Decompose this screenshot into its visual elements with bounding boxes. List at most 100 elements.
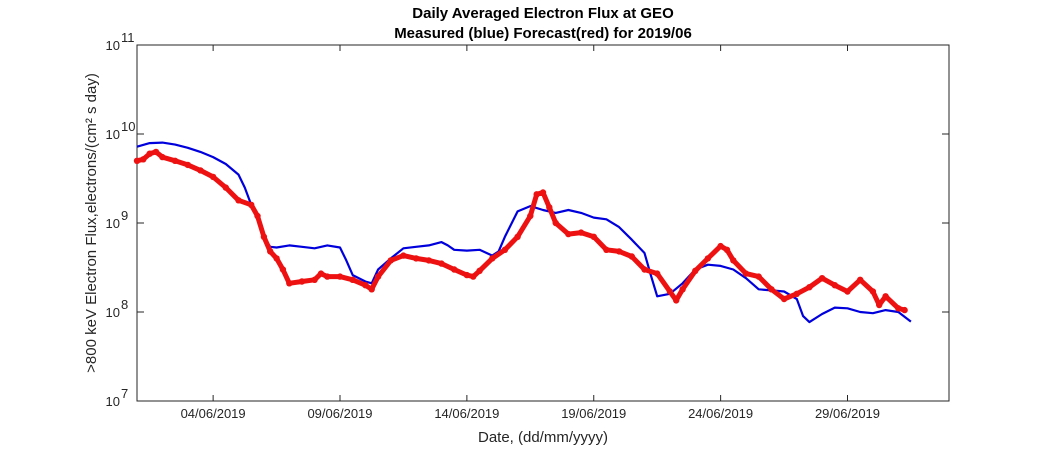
forecast-point <box>666 288 674 295</box>
x-axis-label: Date, (dd/mm/yyyy) <box>478 429 608 446</box>
forecast-point <box>717 242 724 250</box>
forecast-point <box>425 257 432 264</box>
forecast-point <box>641 266 648 273</box>
y-tick-exponent: 9 <box>121 208 128 223</box>
forecast-point <box>546 204 553 211</box>
forecast-point <box>374 273 382 280</box>
forecast-point <box>615 248 623 255</box>
x-tick-label: 24/06/2019 <box>688 406 753 421</box>
chart-title: Daily Averaged Electron Flux at GEO <box>412 5 674 22</box>
y-tick-base: 10 <box>106 38 120 53</box>
forecast-point <box>793 290 800 297</box>
forecast-point <box>539 189 547 196</box>
forecast-point <box>140 156 147 163</box>
chart-subtitle: Measured (blue) Forecast(red) for 2019/0… <box>394 25 692 42</box>
forecast-point <box>171 157 179 164</box>
forecast-point <box>577 229 585 236</box>
forecast-point <box>222 184 229 191</box>
forecast-point <box>901 306 908 314</box>
forecast-point <box>184 161 191 169</box>
x-tick-label: 14/06/2019 <box>434 406 499 421</box>
forecast-point <box>254 212 261 220</box>
forecast-point <box>628 253 635 260</box>
forecast-point <box>501 246 509 253</box>
forecast-point <box>159 153 166 161</box>
forecast-point <box>476 267 483 274</box>
y-tick-exponent: 10 <box>121 119 135 134</box>
forecast-point <box>533 191 540 198</box>
forecast-point <box>412 255 420 262</box>
forecast-point <box>362 282 369 289</box>
forecast-point <box>209 173 217 181</box>
x-axis: 04/06/2019 09/06/2019 14/06/2019 19/06/2019… <box>181 45 880 421</box>
forecast-point <box>146 150 153 157</box>
forecast-point <box>489 255 496 262</box>
forecast-point <box>527 212 534 220</box>
x-tick-label: 19/06/2019 <box>561 406 626 421</box>
x-tick-label: 04/06/2019 <box>181 406 246 421</box>
forecast-point <box>438 260 445 267</box>
forecast-point <box>895 305 902 312</box>
forecast-point <box>349 276 356 283</box>
forecast-point <box>133 157 141 164</box>
forecast-point <box>882 293 889 300</box>
forecast-point <box>780 295 788 303</box>
y-tick-base: 10 <box>106 394 120 409</box>
forecast-point <box>723 246 731 253</box>
y-tick-base: 10 <box>106 216 120 231</box>
forecast-line <box>134 149 908 313</box>
x-tick-label: 29/06/2019 <box>815 406 880 421</box>
forecast-point <box>317 270 325 277</box>
x-tick-label: 09/06/2019 <box>307 406 372 421</box>
forecast-point <box>324 273 331 280</box>
forecast-point <box>679 286 686 293</box>
forecast-point <box>818 275 826 282</box>
forecast-point <box>260 233 268 240</box>
forecast-point <box>768 286 775 293</box>
y-tick-base: 10 <box>106 127 120 142</box>
forecast-point <box>755 273 762 280</box>
forecast-point <box>235 197 242 204</box>
forecast-point <box>844 288 851 295</box>
forecast-point <box>400 252 407 259</box>
forecast-point <box>603 246 610 253</box>
forecast-point <box>197 167 204 174</box>
forecast-point <box>514 233 521 240</box>
forecast-point <box>463 271 471 279</box>
y-tick-exponent: 7 <box>121 386 128 401</box>
y-tick-label: 107 <box>106 386 129 409</box>
forecast-point <box>704 255 712 262</box>
forecast-point <box>336 273 344 280</box>
forecast-point <box>279 266 287 273</box>
forecast-point <box>470 273 477 280</box>
plot-series <box>133 141 912 324</box>
forecast-point <box>730 257 737 264</box>
forecast-point <box>286 280 293 287</box>
forecast-point <box>654 270 661 277</box>
forecast-point <box>387 257 394 264</box>
forecast-point <box>857 276 864 283</box>
forecast-point <box>869 288 877 295</box>
forecast-point <box>298 278 306 285</box>
y-tick-label: 109 <box>106 208 129 231</box>
forecast-point <box>692 267 699 274</box>
y-axis-label: >800 keV Electron Flux,electrons/(cm² s … <box>83 73 100 373</box>
y-tick-exponent: 11 <box>121 30 135 45</box>
forecast-point <box>552 219 559 227</box>
forecast-point <box>806 284 813 291</box>
forecast-point <box>248 201 255 208</box>
forecast-point <box>152 148 160 156</box>
forecast-point <box>267 248 274 255</box>
forecast-point <box>742 270 750 277</box>
forecast-point <box>273 255 280 262</box>
y-tick-base: 10 <box>106 305 120 320</box>
y-tick-exponent: 8 <box>121 297 128 312</box>
forecast-point <box>311 276 318 283</box>
forecast-point <box>368 286 375 293</box>
forecast-point <box>451 266 458 273</box>
forecast-point <box>565 230 572 238</box>
